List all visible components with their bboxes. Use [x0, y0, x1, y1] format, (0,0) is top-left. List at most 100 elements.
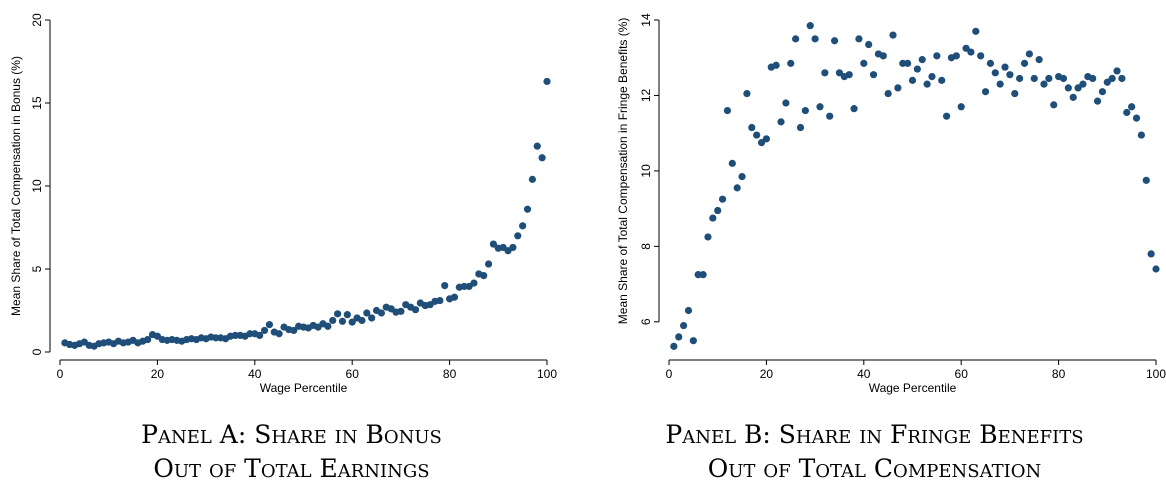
data-point [509, 243, 517, 252]
x-tick-label: 80 [1052, 367, 1066, 381]
data-point [704, 233, 712, 241]
data-point [256, 331, 264, 339]
data-point [796, 123, 805, 132]
data-point [1137, 131, 1145, 139]
data-point [1089, 74, 1097, 83]
panel-b-caption: Panel B: Share in Fringe Benefits Out of… [583, 418, 1166, 486]
panel-a-caption-line2: Out of Total Earnings [153, 454, 430, 483]
data-point [879, 52, 887, 60]
data-point [1001, 63, 1009, 71]
x-tick-label: 40 [857, 367, 871, 381]
data-point [1025, 50, 1033, 58]
data-point [787, 59, 795, 67]
data-point [860, 59, 868, 67]
data-point [806, 22, 814, 30]
data-point [324, 322, 332, 330]
data-point [933, 52, 941, 60]
y-tick-label: 5 [30, 265, 44, 272]
data-point [967, 48, 975, 56]
data-point [894, 84, 902, 92]
data-point [1098, 88, 1107, 96]
data-point [1103, 78, 1111, 86]
data-point [1123, 108, 1131, 117]
data-point [358, 316, 366, 325]
data-point [290, 326, 298, 335]
data-point [1020, 59, 1029, 67]
data-point [1016, 74, 1024, 83]
x-tick-label: 0 [666, 367, 673, 381]
data-point [377, 309, 386, 317]
x-tick-label: 60 [346, 367, 360, 381]
data-point [538, 154, 546, 162]
x-tick-label: 20 [760, 367, 774, 381]
data-point [1152, 265, 1160, 273]
data-point [865, 40, 873, 49]
y-tick-label: 10 [639, 164, 653, 178]
data-point [908, 76, 917, 84]
data-point [757, 139, 766, 147]
x-tick-label: 40 [248, 367, 262, 381]
data-point [1074, 84, 1082, 92]
y-axis-title: Mean Share of Total Compensation in Frin… [616, 18, 630, 325]
data-point [260, 326, 269, 335]
data-point [743, 89, 751, 98]
data-point [1069, 93, 1077, 101]
data-point [753, 131, 761, 139]
x-tick-label: 0 [57, 367, 64, 381]
data-point [884, 89, 892, 98]
data-point [348, 318, 356, 326]
data-point [821, 69, 829, 77]
data-point [1118, 74, 1126, 83]
data-point [484, 260, 493, 268]
data-point [801, 106, 809, 115]
data-point [972, 27, 980, 35]
data-point [523, 205, 532, 213]
data-point [996, 80, 1004, 88]
data-point [811, 35, 819, 43]
data-point [981, 88, 990, 96]
data-point [1059, 74, 1068, 83]
data-point [869, 71, 878, 79]
data-point [275, 330, 283, 338]
data-point [977, 52, 985, 60]
data-point [792, 35, 800, 43]
data-point [923, 80, 931, 88]
x-axis-title: Wage Percentile [869, 381, 957, 395]
data-point [689, 337, 697, 345]
data-point [1011, 89, 1019, 98]
data-point [675, 333, 683, 341]
data-point [938, 76, 946, 84]
data-point [329, 316, 337, 325]
data-point [1128, 103, 1136, 111]
y-tick-label: 12 [639, 88, 653, 102]
panel-b-caption-line1: Panel B: Share in Fringe Benefits [665, 420, 1084, 449]
data-point [826, 112, 834, 120]
data-point [733, 184, 741, 192]
x-tick-label: 80 [443, 367, 457, 381]
y-tick-label: 15 [30, 96, 44, 110]
y-tick-label: 0 [30, 348, 44, 355]
data-point [928, 72, 936, 81]
data-point [709, 214, 717, 222]
data-point [338, 317, 347, 325]
x-tick-label: 60 [955, 367, 969, 381]
x-tick-label: 100 [1146, 367, 1166, 381]
data-point [450, 293, 459, 301]
x-tick-label: 100 [537, 367, 557, 381]
data-point [533, 142, 541, 150]
data-point [489, 240, 498, 248]
data-point [962, 44, 970, 52]
data-point [1079, 80, 1087, 88]
data-point [436, 296, 444, 305]
data-point [480, 272, 488, 280]
data-point [850, 105, 858, 113]
panel-b-chart: 0 20 40 60 80 100 6 8 10 12 14 Wage Percentile Mean … [616, 13, 1166, 395]
data-point [363, 309, 371, 317]
data-point [411, 306, 420, 314]
data-point [1045, 74, 1053, 83]
data-point [1147, 250, 1155, 258]
data-point [777, 118, 785, 126]
data-point [265, 321, 274, 329]
data-point [680, 321, 688, 330]
data-point [728, 159, 736, 167]
